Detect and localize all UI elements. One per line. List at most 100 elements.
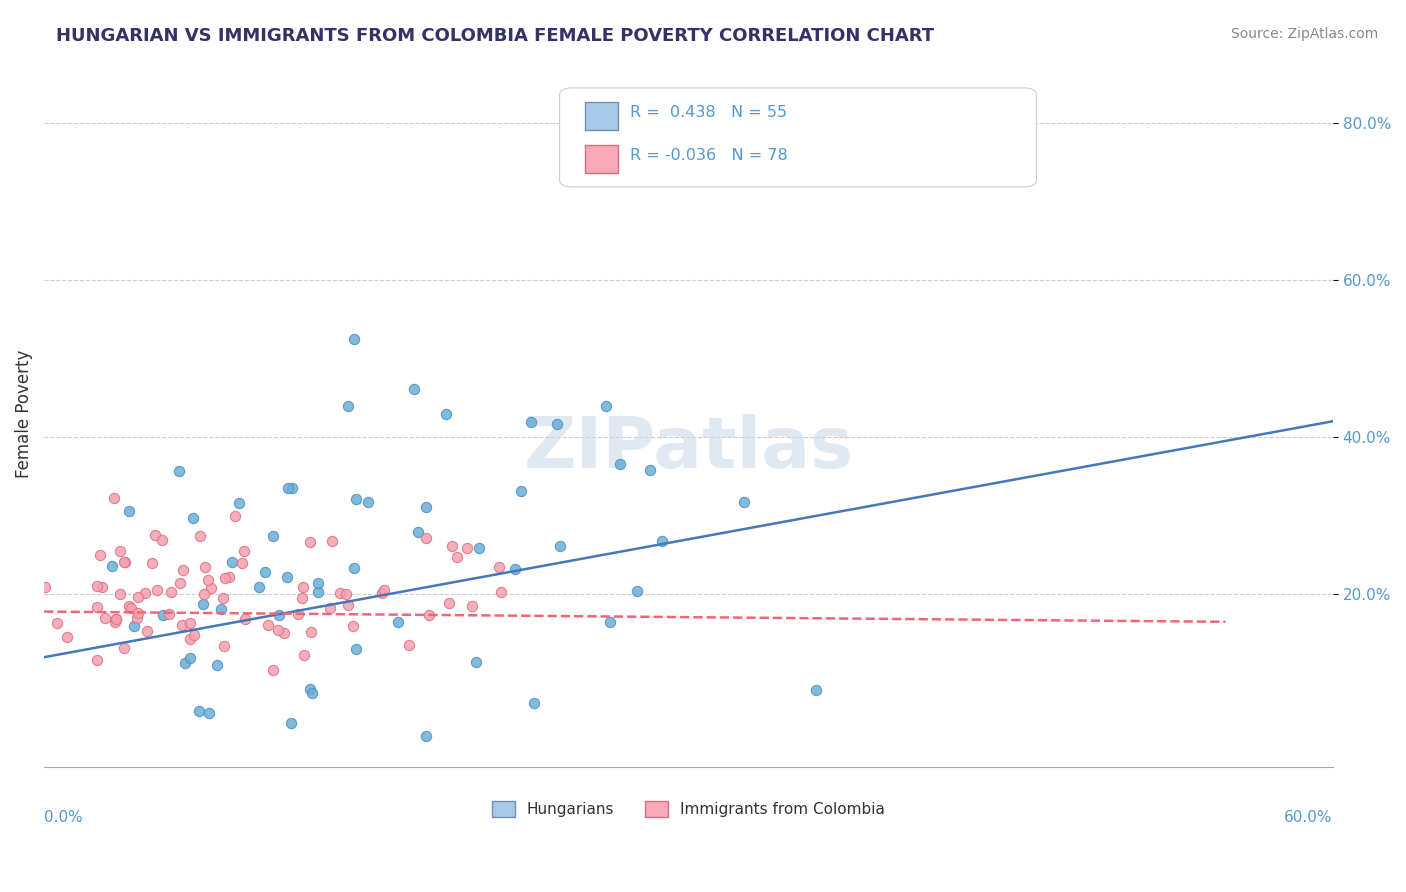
Point <box>105 612 128 626</box>
Point <box>194 559 217 574</box>
Point <box>398 639 420 653</box>
Point <box>45 615 67 630</box>
Point <box>281 481 304 495</box>
Point <box>112 641 135 656</box>
Point <box>273 625 295 640</box>
Point <box>183 628 205 642</box>
Point <box>212 591 235 605</box>
Point <box>247 580 270 594</box>
Point <box>114 556 136 570</box>
Point <box>267 623 290 637</box>
Point <box>169 575 191 590</box>
Point <box>262 663 284 677</box>
Point <box>418 608 440 623</box>
Point <box>172 618 194 632</box>
Point <box>191 597 214 611</box>
Point <box>599 615 621 629</box>
Point <box>103 491 125 506</box>
Point <box>292 580 315 594</box>
Text: HUNGARIAN VS IMMIGRANTS FROM COLOMBIA FEMALE POVERTY CORRELATION CHART: HUNGARIAN VS IMMIGRANTS FROM COLOMBIA FE… <box>56 27 935 45</box>
Point <box>134 586 156 600</box>
Point <box>804 682 827 697</box>
Point <box>415 500 437 515</box>
Point <box>456 541 478 556</box>
Point <box>267 608 290 623</box>
Text: Source: ZipAtlas.com: Source: ZipAtlas.com <box>1230 27 1378 41</box>
Point <box>150 533 173 547</box>
Point <box>117 599 139 613</box>
Point <box>127 591 149 605</box>
Point <box>256 618 278 632</box>
Point <box>434 408 457 422</box>
Point <box>491 585 513 599</box>
Point <box>200 582 222 596</box>
Point <box>127 606 149 620</box>
Point <box>209 602 232 616</box>
Point <box>329 586 352 600</box>
Text: R = -0.036   N = 78: R = -0.036 N = 78 <box>630 148 789 162</box>
Point <box>277 481 299 495</box>
Point <box>143 527 166 541</box>
Point <box>387 615 409 629</box>
Point <box>108 544 131 558</box>
Point <box>122 619 145 633</box>
Point <box>197 573 219 587</box>
Point <box>214 639 236 653</box>
Point <box>172 563 194 577</box>
Point <box>231 556 253 570</box>
Point <box>120 601 142 615</box>
Point <box>167 464 190 478</box>
Point <box>157 607 180 621</box>
Point <box>174 656 197 670</box>
Point <box>523 696 546 710</box>
Point <box>336 399 359 413</box>
Point <box>343 560 366 574</box>
Point <box>510 484 533 499</box>
Point <box>595 399 617 413</box>
Point <box>56 630 79 644</box>
Point <box>546 417 568 431</box>
Point <box>179 616 201 631</box>
Point <box>550 539 572 553</box>
Point <box>91 580 114 594</box>
Point <box>86 653 108 667</box>
Point <box>287 607 309 621</box>
Text: 0.0%: 0.0% <box>44 810 83 825</box>
Point <box>141 557 163 571</box>
Point <box>402 382 425 396</box>
Point <box>638 463 661 477</box>
Point <box>298 535 321 549</box>
Point <box>733 495 755 509</box>
Point <box>86 599 108 614</box>
Point <box>218 570 240 584</box>
Point <box>292 648 315 662</box>
Point <box>343 332 366 346</box>
Bar <box>585 145 617 173</box>
Point <box>205 657 228 672</box>
Point <box>127 611 149 625</box>
Point <box>104 612 127 626</box>
Text: ZIPatlas: ZIPatlas <box>523 414 853 483</box>
Point <box>160 585 183 599</box>
Point <box>89 548 111 562</box>
Point <box>307 584 329 599</box>
Point <box>188 704 211 718</box>
Point <box>299 625 322 640</box>
Point <box>118 504 141 518</box>
Point <box>335 587 357 601</box>
Point <box>228 496 250 510</box>
Point <box>415 729 437 743</box>
Point <box>254 565 277 579</box>
Bar <box>585 102 617 130</box>
Point <box>112 555 135 569</box>
Point <box>135 624 157 638</box>
Point <box>214 571 236 585</box>
FancyBboxPatch shape <box>560 88 1036 187</box>
Text: R =  0.438   N = 55: R = 0.438 N = 55 <box>630 105 787 120</box>
Point <box>321 534 343 549</box>
Point <box>319 601 342 615</box>
Point <box>181 510 204 524</box>
Point <box>298 681 321 696</box>
Point <box>371 586 394 600</box>
Point <box>373 583 395 598</box>
